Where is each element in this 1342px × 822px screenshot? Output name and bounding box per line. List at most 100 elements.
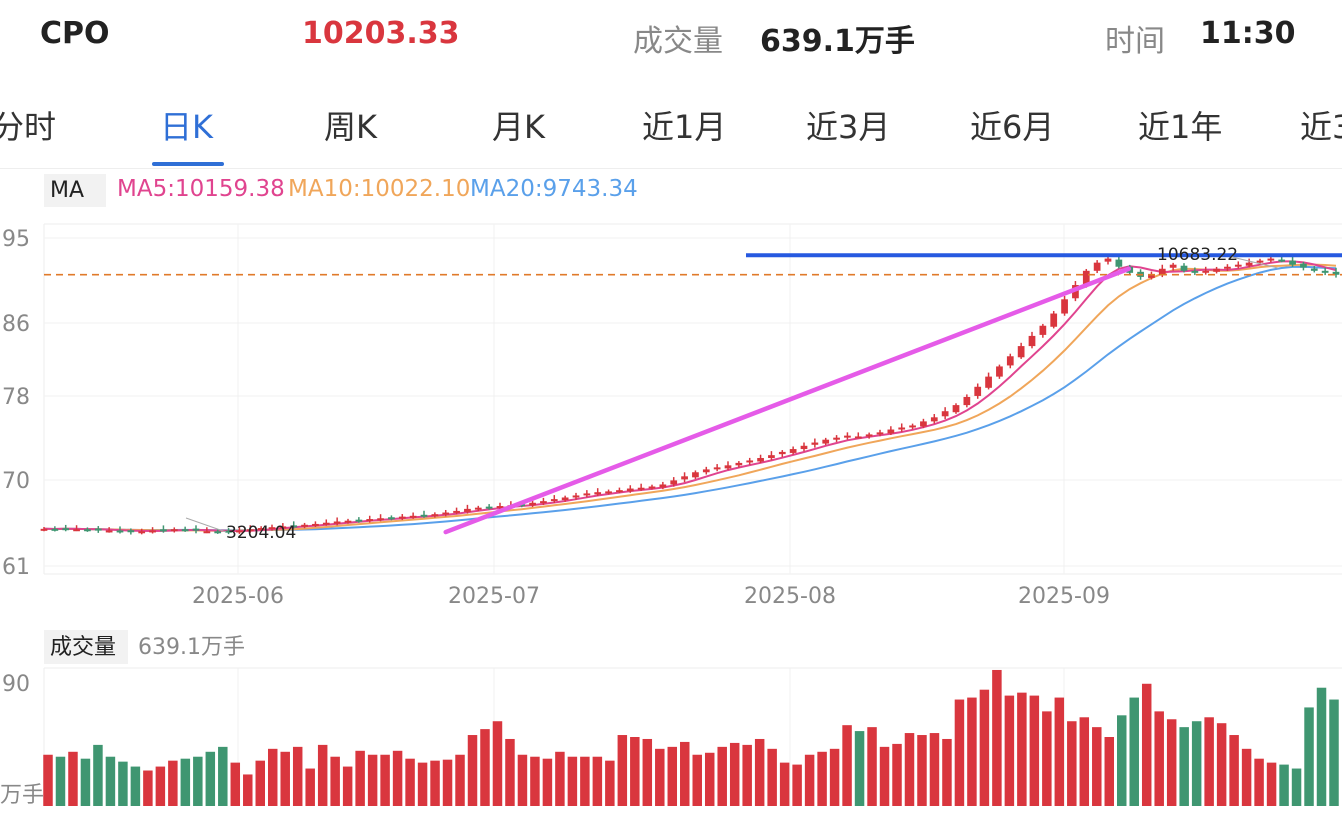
volume-bar — [305, 768, 315, 806]
candle-body — [735, 462, 743, 466]
candle-body — [51, 528, 59, 531]
volume-bar — [842, 725, 852, 806]
candle-body — [1256, 260, 1264, 263]
candle-body — [952, 405, 960, 413]
candle-body — [442, 512, 450, 515]
volume-bar — [480, 729, 490, 806]
candle-body — [833, 437, 840, 440]
candle-body — [420, 514, 428, 517]
volume-label: 成交量 — [633, 24, 723, 59]
volume-bar — [517, 754, 528, 806]
volume-bar — [118, 761, 128, 806]
volume-bar — [143, 770, 153, 806]
chart-annotations: 10683.22 3204.04 — [44, 245, 1342, 543]
volume-bar — [1104, 737, 1115, 806]
volume-bar — [917, 735, 927, 806]
candle-body — [1234, 264, 1242, 267]
candle-body — [768, 455, 775, 459]
candle-body — [73, 529, 80, 532]
y-tick-label: 78 — [2, 385, 30, 410]
volume-bar — [130, 766, 141, 806]
candle-body — [746, 460, 754, 463]
candle-body — [1310, 268, 1318, 271]
kline-chart[interactable]: 95 86 78 70 61 2025-06 2025-07 2025-08 2025-09 1… — [0, 210, 1342, 822]
volume-bar — [867, 727, 877, 806]
candle-body — [431, 514, 439, 517]
volume-bar — [929, 733, 940, 806]
candle-body — [1300, 263, 1307, 268]
candle-body — [1039, 325, 1047, 335]
candle-body — [844, 435, 851, 438]
volume-bar — [942, 738, 952, 806]
tab-monthly-k[interactable]: 月K — [492, 108, 545, 146]
tab-1-year[interactable]: 近1年 — [1138, 108, 1223, 146]
vol-axis-top: 90 — [2, 672, 30, 697]
active-tab-indicator — [152, 162, 224, 166]
volume-bar — [829, 748, 840, 806]
volume-bar — [954, 699, 965, 806]
candle-body — [322, 522, 330, 525]
volume-bar — [180, 758, 191, 806]
candle-body — [1093, 262, 1101, 271]
tab-3-months[interactable]: 近3月 — [806, 108, 891, 146]
ma20-legend: MA20:9743.34 — [470, 176, 638, 202]
candle-body — [1050, 313, 1058, 327]
volume-bar — [1316, 687, 1327, 806]
tab-3-years[interactable]: 近3 — [1300, 108, 1342, 146]
candle-body — [496, 506, 504, 509]
tab-6-months[interactable]: 近6月 — [970, 108, 1055, 146]
volume-bar — [367, 754, 378, 806]
candle-body — [681, 476, 688, 480]
candle-body — [225, 530, 232, 533]
candle-body — [854, 436, 862, 439]
volume-value: 639.1万手 — [760, 24, 915, 59]
candle-body — [192, 528, 200, 531]
volume-bar — [630, 737, 640, 806]
candle-body — [1180, 265, 1188, 271]
volume-bar — [492, 721, 503, 806]
candle-body — [637, 487, 645, 490]
volume-bar — [979, 689, 990, 806]
candle-body — [974, 386, 982, 396]
ma-tag[interactable]: MA — [44, 174, 106, 207]
candle-body — [1169, 264, 1177, 268]
volume-bar — [1042, 711, 1052, 806]
candle-body — [1082, 270, 1090, 287]
candle-body — [702, 469, 710, 473]
period-tabs: 分时 日K 周K 月K 近1月 近3月 近6月 近1年 近3 — [0, 88, 1342, 169]
candle-body — [724, 465, 732, 469]
volume-bar — [754, 738, 765, 806]
candle-body — [290, 525, 298, 528]
tab-intraday[interactable]: 分时 — [0, 108, 57, 146]
tab-daily-k[interactable]: 日K — [160, 108, 213, 146]
volume-bar — [555, 751, 565, 806]
volume-bar — [1004, 695, 1015, 806]
candle-body — [62, 528, 70, 531]
tab-1-month[interactable]: 近1月 — [642, 108, 727, 146]
ma5-legend: MA5:10159.38 — [117, 176, 285, 202]
candle-body — [333, 521, 341, 524]
volume-bar — [267, 748, 278, 806]
volume-bar — [405, 758, 415, 806]
candle-body — [214, 531, 222, 534]
low-label-leader — [185, 517, 227, 533]
volume-bar — [1266, 762, 1277, 806]
volume-bar — [93, 744, 103, 806]
candle-body — [605, 491, 612, 494]
volume-bar — [704, 752, 715, 806]
candle-body — [648, 486, 656, 489]
candle-body — [1158, 268, 1166, 275]
candle-body — [1202, 270, 1210, 273]
tab-weekly-k[interactable]: 周K — [324, 108, 377, 146]
high-label-leader — [1231, 256, 1279, 269]
candle-body — [409, 515, 417, 518]
candle-body — [616, 490, 623, 493]
volume-bar — [43, 754, 53, 806]
candle-body — [398, 516, 406, 519]
candle-body — [246, 529, 254, 532]
volume-bar — [255, 760, 265, 806]
volume-bar — [355, 750, 365, 806]
volume-bar — [879, 746, 890, 806]
vol-tag-text[interactable]: 成交量 — [50, 635, 116, 660]
candle-body — [1061, 299, 1068, 314]
